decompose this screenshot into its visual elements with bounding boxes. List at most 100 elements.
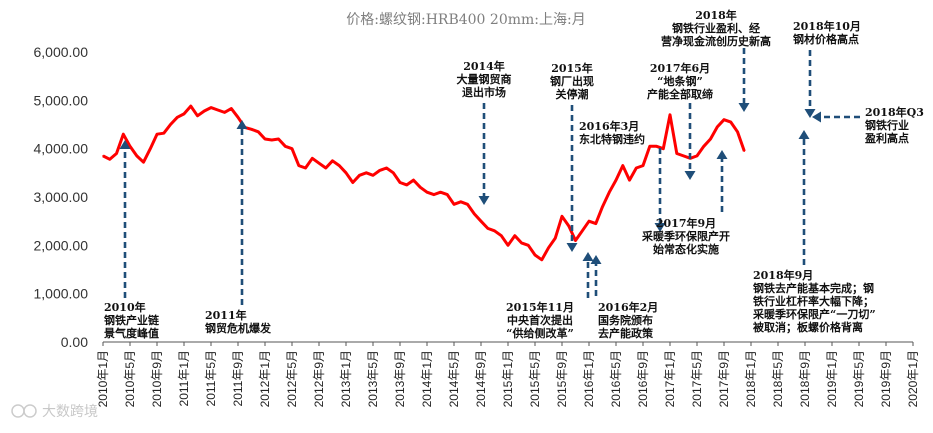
annotation-text-line: 国务院颁布 [598,313,653,327]
y-tick-label: 5,000.00 [34,92,89,108]
series-point [162,132,165,134]
annotation-text-line: 盈利高点 [864,131,909,145]
x-tick-label: 2015年5月 [528,350,542,407]
annotation-text-line: 退出市场 [462,85,506,99]
annotation-8: 2017年6月“地条钢”产能全部取缔 [647,61,713,101]
x-tick-label: 2014年1月 [420,350,434,407]
series-point [520,242,523,244]
series-point [129,145,131,148]
series-point [682,155,685,157]
x-tick-label: 2017年1月 [663,350,677,407]
series-point [277,138,280,140]
annotation-text-line: 2018年Q3 [865,105,924,119]
series-point [675,152,678,155]
annotation-arrowhead [804,109,816,118]
annotation-text-line: 始常态化实施 [653,242,719,256]
annotation-text-line: 钢材价格高点 [793,32,859,46]
series-point [561,215,563,218]
annotation-text-line: 2014年 [463,59,505,73]
series-point [304,167,307,169]
series-point [729,121,732,123]
series-point [419,186,422,189]
series-point [648,145,651,148]
series-point [176,116,179,119]
series-point [270,139,273,141]
annotation-text-line: 2016年2月 [598,300,658,314]
annotation-text-line: 钢厂出现 [550,74,594,88]
annotation-text-line: 2016年3月 [579,119,639,133]
annotation-text-line: “地条钢” [657,74,703,88]
series-point [250,128,253,131]
x-tick-label: 2012年1月 [258,350,272,407]
series-point [547,246,550,249]
series-point [642,164,644,167]
watermark-logo-icon [11,404,25,418]
annotation-text-line: 2015年 [551,61,593,75]
series-point [615,179,617,181]
series-point [311,157,314,160]
series-point [102,155,104,157]
annotation-text-line: 钢铁去产能基本完成；钢 [753,281,874,295]
series-point [426,191,428,193]
y-tick-label: 6,000.00 [34,44,89,60]
series-point [723,118,725,121]
x-tick-label: 2015年9月 [555,350,569,407]
series-point [358,174,361,177]
series-point [513,234,516,237]
x-tick-label: 2011年1月 [177,350,191,406]
series-point [385,167,388,169]
series-point [223,111,226,114]
series-point [324,167,327,169]
series-point [378,169,381,172]
annotation-13: 2018年9月钢铁去产能基本完成；钢铁行业杠杆率大幅下降；采暖季环保限产“一刀切… [752,268,876,334]
annotation-text-line: 钢铁行业盈利、经 [672,21,760,35]
series-point [365,172,368,174]
x-tick-label: 2016年1月 [582,350,596,407]
series-point [135,155,138,157]
annotation-text-line: 产能全部取缔 [647,87,713,101]
annotation-text-line: 景气度峰值 [103,326,159,340]
x-tick-label: 2014年9月 [474,350,488,407]
series-point [196,115,199,117]
series-point [189,105,192,107]
series-point [554,237,557,239]
x-tick-label: 2018年1月 [744,350,758,407]
series-point [331,159,334,162]
series-point [372,174,374,177]
annotation-text-line: 营净现金流创历史新高 [661,34,771,48]
series-point [635,167,638,169]
series-point [405,184,408,186]
annotation-text-line: “供给侧改革” [506,326,574,340]
annotation-arrowhead [582,252,594,261]
annotation-text-line: 东北特钢违约 [579,132,645,146]
series-point [459,201,462,203]
x-tick-label: 2019年5月 [852,350,866,407]
series-point [284,145,287,148]
y-tick-label: 2,000.00 [34,237,89,253]
series-line-rebar-price [102,104,746,262]
annotation-text-line: 2018年10月 [793,19,861,33]
x-tick-label: 2010年1月 [96,350,110,407]
x-tick-label: 2018年5月 [771,350,785,407]
series-point [142,161,145,163]
x-tick-label: 2015年1月 [501,350,515,407]
series-point [203,110,206,112]
annotation-arrowhead [798,130,810,139]
series-point [108,158,111,161]
x-tick-label: 2020年1月 [906,350,920,407]
y-tick-label: 4,000.00 [34,141,89,157]
series-point [567,225,570,227]
x-tick-label: 2014年5月 [447,350,461,407]
series-point [210,106,212,109]
annotation-text-line: 铁行业杠杆率大幅下降； [753,294,874,308]
annotation-arrowhead [738,103,750,112]
annotation-text-line: 2015年11月 [506,300,574,314]
annotation-arrowhead [716,150,728,159]
series-point [500,234,503,237]
